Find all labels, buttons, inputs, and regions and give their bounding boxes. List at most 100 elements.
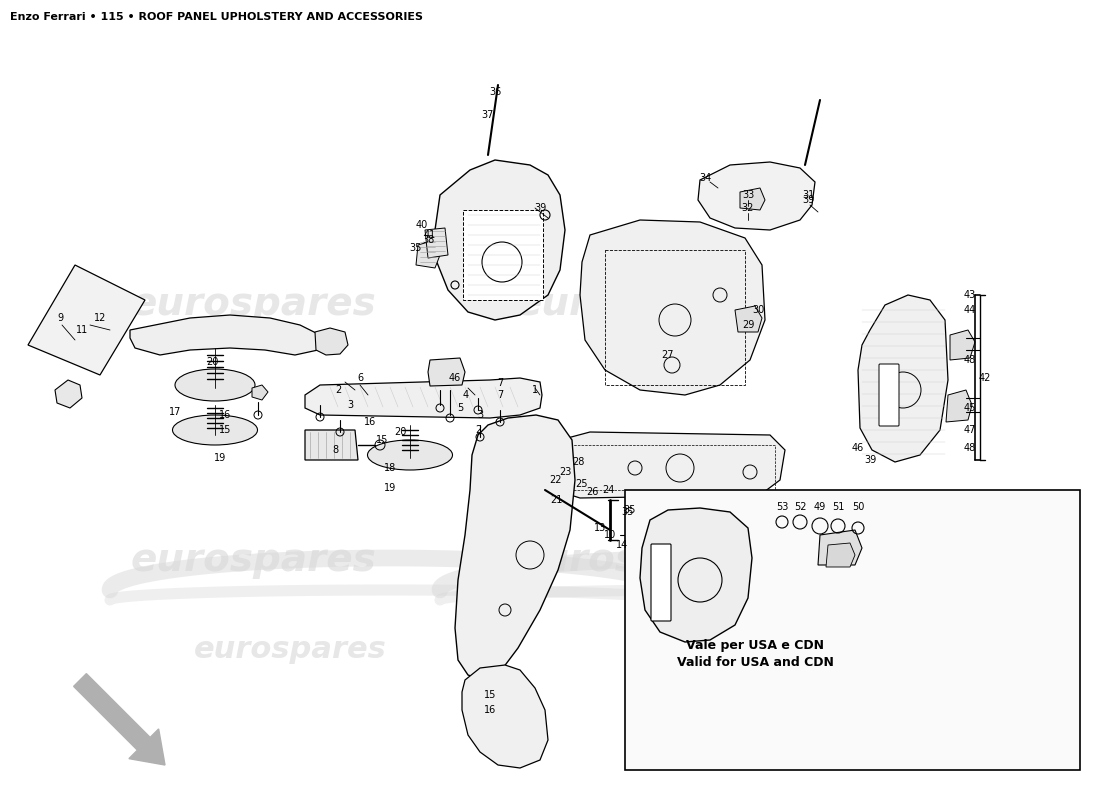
Text: 52: 52 — [794, 502, 806, 512]
Text: 29: 29 — [741, 320, 755, 330]
Text: 15: 15 — [484, 690, 496, 700]
Polygon shape — [542, 432, 785, 498]
Text: 27: 27 — [662, 350, 674, 360]
Text: 6: 6 — [356, 373, 363, 383]
Text: 43: 43 — [964, 290, 976, 300]
Text: eurospares: eurospares — [130, 285, 376, 323]
Text: 44: 44 — [964, 305, 976, 315]
Text: 24: 24 — [602, 485, 614, 495]
Text: 16: 16 — [364, 417, 376, 427]
Text: 26: 26 — [586, 487, 598, 497]
Text: 19: 19 — [213, 453, 227, 463]
Text: 35: 35 — [409, 243, 421, 253]
Text: 45: 45 — [964, 403, 976, 413]
Text: 11: 11 — [76, 325, 88, 335]
Ellipse shape — [367, 440, 452, 470]
Text: 20: 20 — [206, 357, 218, 367]
Text: Vale per USA e CDN: Vale per USA e CDN — [686, 638, 824, 651]
Polygon shape — [55, 380, 82, 408]
Polygon shape — [740, 188, 764, 210]
Text: 48: 48 — [964, 443, 976, 453]
Ellipse shape — [173, 415, 257, 445]
Text: 47: 47 — [964, 425, 976, 435]
Text: 12: 12 — [94, 313, 107, 323]
Text: 5: 5 — [456, 403, 463, 413]
Text: 15: 15 — [376, 435, 388, 445]
Text: 16: 16 — [219, 410, 231, 420]
Text: 36: 36 — [488, 87, 502, 97]
Text: 39: 39 — [864, 455, 876, 465]
Polygon shape — [698, 162, 815, 230]
Text: 31: 31 — [802, 190, 814, 200]
Bar — [625, 490, 1080, 770]
Polygon shape — [434, 160, 565, 320]
Text: 46: 46 — [851, 443, 865, 453]
Text: 10: 10 — [604, 530, 616, 540]
Text: 23: 23 — [559, 467, 571, 477]
Text: 35: 35 — [621, 507, 635, 517]
Text: 2: 2 — [334, 385, 341, 395]
Text: eurospares: eurospares — [130, 541, 376, 579]
Text: 21: 21 — [550, 495, 562, 505]
Text: eurospares: eurospares — [515, 541, 761, 579]
Polygon shape — [950, 330, 975, 360]
Polygon shape — [416, 240, 440, 268]
Text: 48: 48 — [964, 355, 976, 365]
Polygon shape — [858, 295, 948, 462]
Text: 3: 3 — [477, 410, 483, 420]
Polygon shape — [462, 665, 548, 768]
Text: 16: 16 — [484, 705, 496, 715]
Polygon shape — [818, 530, 862, 565]
Text: 53: 53 — [776, 502, 789, 512]
Polygon shape — [463, 210, 543, 300]
Polygon shape — [640, 508, 752, 642]
Text: 3: 3 — [346, 400, 353, 410]
Polygon shape — [735, 306, 762, 332]
Text: 39: 39 — [802, 195, 814, 205]
Polygon shape — [130, 315, 320, 355]
Text: 13: 13 — [594, 523, 606, 533]
Polygon shape — [428, 358, 465, 386]
Text: 41: 41 — [424, 230, 436, 240]
Text: 20: 20 — [394, 427, 406, 437]
Text: 9: 9 — [57, 313, 63, 323]
Polygon shape — [305, 378, 542, 418]
Text: 7: 7 — [497, 390, 503, 400]
Polygon shape — [826, 543, 855, 567]
Text: 37: 37 — [482, 110, 494, 120]
Polygon shape — [315, 328, 348, 355]
Polygon shape — [946, 390, 972, 422]
Polygon shape — [28, 265, 145, 375]
Text: 40: 40 — [416, 220, 428, 230]
Text: 51: 51 — [832, 502, 844, 512]
Text: 17: 17 — [168, 407, 182, 417]
Text: Valid for USA and CDN: Valid for USA and CDN — [676, 655, 834, 669]
Text: 2: 2 — [475, 425, 481, 435]
Text: eurospares: eurospares — [194, 635, 386, 665]
Ellipse shape — [175, 369, 255, 401]
Text: 19: 19 — [384, 483, 396, 493]
Polygon shape — [455, 415, 575, 680]
Text: 34: 34 — [698, 173, 711, 183]
Text: 28: 28 — [572, 457, 584, 467]
Polygon shape — [305, 430, 358, 460]
Text: 1: 1 — [532, 385, 538, 395]
Text: 8: 8 — [332, 445, 338, 455]
Text: 49: 49 — [814, 502, 826, 512]
FancyArrow shape — [74, 674, 165, 765]
Text: 30: 30 — [752, 305, 764, 315]
Text: 33: 33 — [741, 190, 755, 200]
Text: Enzo Ferrari • 115 • ROOF PANEL UPHOLSTERY AND ACCESSORIES: Enzo Ferrari • 115 • ROOF PANEL UPHOLSTE… — [10, 12, 424, 22]
Polygon shape — [425, 228, 448, 258]
FancyBboxPatch shape — [879, 364, 899, 426]
Text: 15: 15 — [219, 425, 231, 435]
Text: 50: 50 — [851, 502, 865, 512]
Text: 46: 46 — [449, 373, 461, 383]
Text: 14: 14 — [616, 540, 628, 550]
Text: 42: 42 — [979, 373, 991, 383]
Text: 35: 35 — [624, 505, 636, 515]
Text: 39: 39 — [534, 203, 546, 213]
FancyBboxPatch shape — [651, 544, 671, 621]
Polygon shape — [252, 385, 268, 400]
Text: 4: 4 — [463, 390, 469, 400]
